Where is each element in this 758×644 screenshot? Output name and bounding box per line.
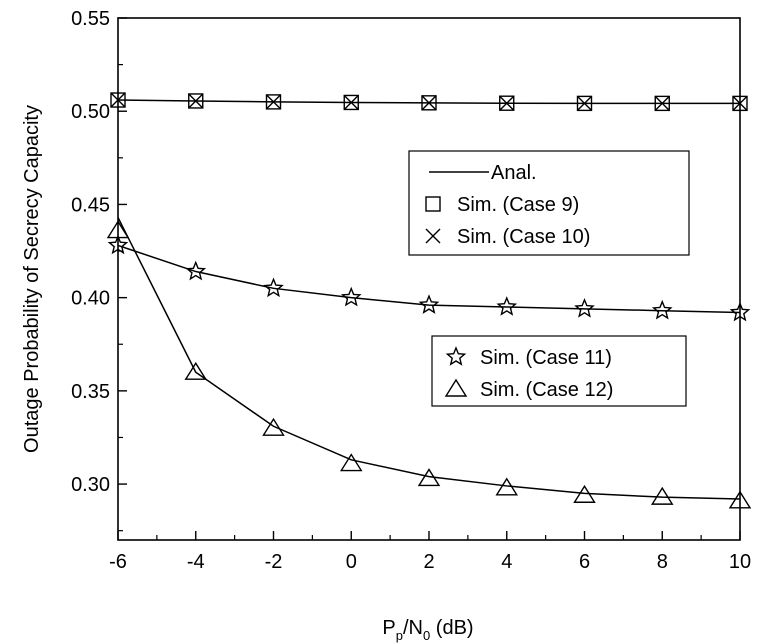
marker-triangle (262, 417, 285, 436)
y-tick-label: 0.40 (71, 288, 110, 310)
legend-label: Anal. (491, 162, 537, 184)
y-tick-label: 0.30 (71, 474, 110, 496)
x-tick-label: 10 (729, 551, 751, 573)
legend-marker-cross (425, 228, 441, 244)
marker-triangle (728, 490, 752, 509)
marker-square (343, 94, 359, 111)
y-axis-label: Outage Probability of Secrecy Capacity (21, 105, 43, 453)
marker-star (340, 286, 362, 307)
analytic-line (117, 217, 741, 500)
marker-star (185, 260, 207, 281)
marker-square (421, 95, 437, 111)
legend-bottom: Sim. (Case 11) Sim. (Case 12) (431, 335, 687, 407)
marker-cross (732, 95, 748, 111)
marker-triangle (339, 453, 363, 472)
marker-cross (499, 95, 515, 111)
legend-label: Sim. (Case 11) (480, 347, 612, 369)
marker-square (110, 92, 126, 108)
marker-star (651, 299, 673, 320)
x-tick-label: 8 (657, 551, 668, 573)
x-axis-label-sub2: 0 (423, 628, 430, 643)
x-axis-label-tail: (dB) (430, 617, 473, 639)
x-tick-label: 2 (423, 551, 434, 573)
x-tick-label: -6 (109, 551, 127, 573)
x-tick-label: -2 (265, 551, 283, 573)
marker-square (188, 93, 204, 109)
legend-label: Sim. (Case 9) (457, 194, 579, 216)
x-axis-label-mid: /N (403, 617, 423, 639)
marker-triangle (573, 484, 596, 503)
simulation-markers (106, 92, 752, 509)
marker-cross (421, 95, 437, 111)
marker-square (265, 94, 282, 110)
x-axis-label-sub1: p (396, 628, 403, 643)
legend-marker-triangle (444, 378, 468, 397)
x-tick-label: 0 (346, 551, 357, 573)
marker-star (263, 277, 284, 298)
y-tick-label: 0.35 (71, 381, 110, 403)
marker-square (732, 95, 748, 112)
marker-star (418, 294, 440, 314)
legend-marker-star (445, 346, 467, 366)
axis-ticks: -6 -4 -2 0 2 4 6 8 10 0.30 0.35 0.40 0.45 0.50 0.55 (71, 8, 751, 573)
y-tick-label: 0.55 (71, 8, 110, 30)
marker-triangle (184, 361, 208, 380)
marker-square (499, 95, 515, 111)
marker-cross (577, 95, 592, 111)
legend-box (408, 150, 690, 256)
marker-square (576, 95, 593, 112)
x-tick-label: 4 (501, 551, 512, 573)
x-tick-label: 6 (579, 551, 590, 573)
analytic-line (117, 244, 741, 314)
marker-cross (343, 94, 359, 110)
marker-cross (110, 92, 126, 108)
marker-cross (266, 94, 281, 110)
marker-triangle (417, 468, 441, 487)
marker-star (729, 301, 751, 322)
y-tick-label: 0.45 (71, 194, 110, 216)
marker-cross (654, 95, 670, 111)
x-axis-label-main: P (382, 617, 395, 639)
marker-cross (188, 93, 204, 109)
x-axis-label: Pp/N0 (dB) (382, 617, 473, 643)
legend-label: Sim. (Case 10) (457, 226, 590, 248)
marker-square (654, 95, 670, 112)
marker-triangle (106, 220, 130, 239)
legend-top: Anal. Sim. (Case 9) Sim. (Case 10) (408, 150, 690, 256)
x-tick-label: -4 (187, 551, 205, 573)
legend-box (431, 335, 687, 407)
y-tick-label: 0.50 (71, 101, 110, 123)
marker-star (107, 234, 129, 255)
marker-star (574, 297, 595, 318)
legend-marker-square (425, 196, 441, 212)
marker-star (496, 296, 518, 316)
marker-triangle (650, 486, 674, 505)
marker-triangle (495, 477, 519, 496)
legend-label: Sim. (Case 12) (480, 379, 613, 401)
